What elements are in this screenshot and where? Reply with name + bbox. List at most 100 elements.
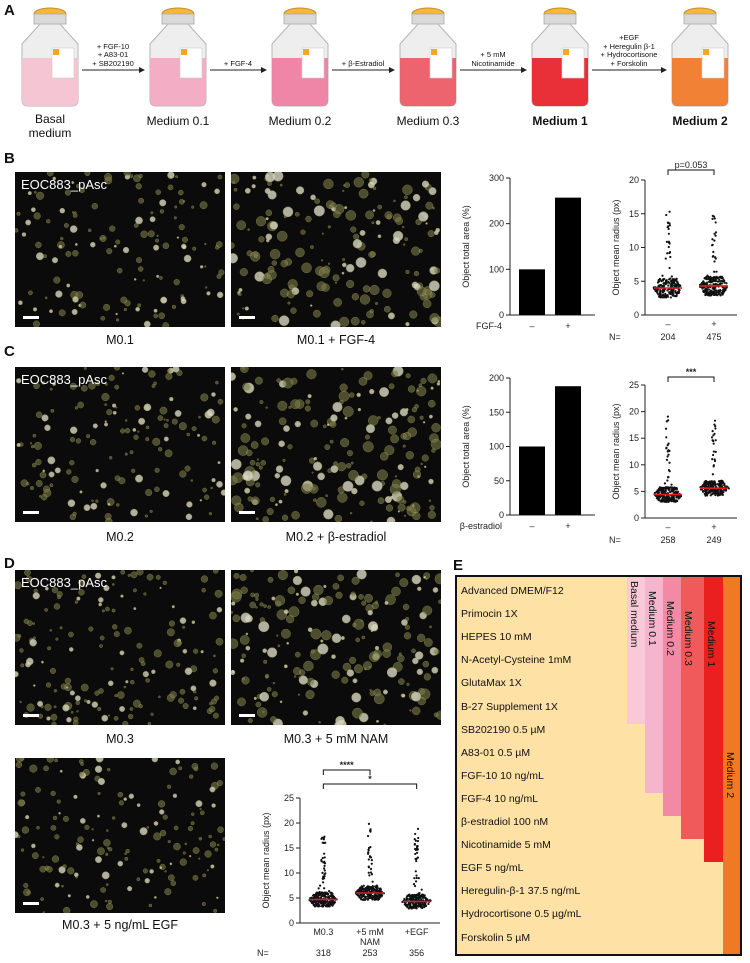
data-point bbox=[314, 900, 317, 903]
data-point bbox=[677, 283, 680, 286]
n-count: 475 bbox=[706, 332, 721, 342]
caption-c-right: M0.2 + β-estradiol bbox=[285, 530, 387, 544]
chart-c-object-radius: Object mean radius (px) 0 5 10 15 20 25 – 258 +24… bbox=[609, 367, 737, 545]
data-point bbox=[414, 897, 417, 900]
significance-bracket bbox=[667, 376, 715, 382]
data-point bbox=[668, 210, 671, 213]
data-point bbox=[707, 485, 710, 488]
micrograph-b-fgf4 bbox=[231, 172, 441, 327]
data-point bbox=[330, 891, 333, 894]
data-point bbox=[363, 895, 366, 898]
data-point bbox=[709, 279, 712, 282]
data-point bbox=[317, 893, 320, 896]
data-point bbox=[414, 839, 417, 842]
data-point bbox=[667, 494, 670, 498]
data-point bbox=[420, 906, 423, 909]
n-label: N= bbox=[609, 332, 621, 342]
data-point bbox=[712, 250, 715, 254]
data-point bbox=[719, 479, 722, 483]
data-point bbox=[372, 887, 375, 890]
data-point bbox=[365, 888, 368, 892]
x-tick-label: – bbox=[665, 319, 670, 329]
y-tick-label: 0 bbox=[289, 918, 294, 928]
data-point bbox=[700, 485, 703, 488]
data-point bbox=[666, 487, 669, 490]
y-tick-label: 15 bbox=[629, 209, 639, 219]
data-point bbox=[714, 490, 717, 493]
data-point bbox=[709, 494, 712, 497]
data-point bbox=[331, 896, 334, 900]
x-tick-label: NAM bbox=[360, 937, 380, 947]
data-point bbox=[718, 289, 721, 292]
data-point bbox=[324, 872, 327, 875]
composition-row: EGF 5 ng/mL bbox=[461, 862, 524, 875]
data-point bbox=[707, 277, 711, 280]
data-point bbox=[707, 275, 710, 278]
data-point bbox=[317, 887, 320, 890]
data-point bbox=[321, 877, 324, 880]
micrograph-d-egf bbox=[15, 758, 225, 913]
medium-column-label: Medium 0.2 bbox=[664, 601, 676, 656]
data-point bbox=[712, 440, 715, 443]
data-point bbox=[667, 291, 671, 294]
axis-label: Object mean radius (px) bbox=[611, 403, 621, 499]
y-tick-label: 300 bbox=[489, 173, 504, 183]
data-point bbox=[322, 894, 325, 898]
data-point bbox=[709, 482, 712, 485]
data-point bbox=[415, 874, 418, 877]
data-point bbox=[414, 848, 418, 851]
data-point bbox=[667, 232, 670, 235]
data-point bbox=[710, 480, 713, 483]
data-point bbox=[723, 281, 726, 284]
data-point bbox=[666, 450, 669, 453]
data-point bbox=[703, 290, 706, 293]
data-point bbox=[369, 887, 373, 890]
data-point bbox=[659, 489, 662, 492]
data-point bbox=[407, 907, 410, 910]
bar bbox=[519, 446, 545, 515]
data-point bbox=[671, 281, 674, 285]
data-point bbox=[667, 453, 670, 456]
data-point bbox=[409, 897, 412, 901]
y-tick-label: 5 bbox=[289, 893, 294, 903]
data-point bbox=[415, 845, 419, 848]
micrograph-texture bbox=[15, 570, 224, 725]
data-point bbox=[669, 292, 672, 295]
data-point bbox=[718, 484, 721, 487]
data-point bbox=[366, 897, 369, 900]
data-point bbox=[366, 834, 370, 838]
micrograph-title: EOC883_pAsc bbox=[21, 372, 107, 387]
data-point bbox=[379, 895, 383, 898]
flask-icon bbox=[671, 7, 729, 107]
data-point bbox=[367, 894, 370, 897]
data-point bbox=[671, 496, 675, 500]
data-point bbox=[370, 873, 374, 876]
data-point bbox=[713, 287, 716, 290]
data-point bbox=[719, 294, 722, 297]
data-point bbox=[362, 884, 365, 887]
arrow-label: +EGF + Heregulin β-1 + Hydrocortisone + … bbox=[600, 33, 658, 68]
data-point bbox=[711, 217, 714, 220]
data-point bbox=[415, 859, 418, 863]
data-point bbox=[403, 903, 406, 906]
composition-row: Primocin 1X bbox=[461, 608, 518, 621]
data-point bbox=[705, 490, 708, 493]
data-point bbox=[711, 278, 715, 281]
data-point bbox=[670, 483, 673, 486]
data-point bbox=[323, 860, 326, 863]
data-point bbox=[670, 275, 673, 278]
data-point bbox=[714, 256, 717, 259]
flask-label: Medium 0.1 bbox=[146, 114, 210, 128]
data-point bbox=[417, 877, 420, 880]
data-point bbox=[427, 902, 430, 906]
data-point bbox=[659, 495, 662, 498]
axis-label: Object mean radius (px) bbox=[611, 199, 621, 295]
data-point bbox=[665, 495, 668, 498]
data-point bbox=[702, 484, 706, 487]
data-point bbox=[318, 884, 322, 887]
bar bbox=[555, 197, 581, 315]
data-point bbox=[414, 880, 418, 883]
data-point bbox=[414, 832, 417, 836]
chart-b-object-area: Object total area (%) 0 100 200 300 – + FGF-4 bbox=[461, 173, 595, 331]
data-point bbox=[666, 497, 669, 500]
